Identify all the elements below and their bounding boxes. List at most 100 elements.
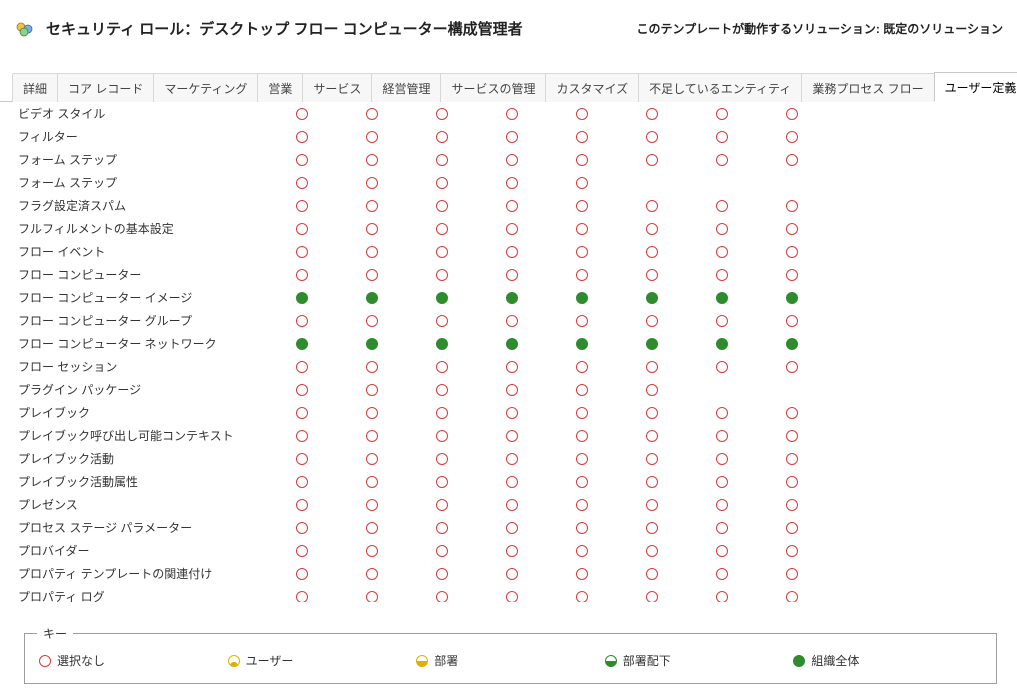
priv-cell[interactable]	[407, 447, 477, 470]
priv-cell[interactable]	[547, 562, 617, 585]
priv-cell[interactable]	[267, 401, 337, 424]
priv-cell[interactable]	[617, 562, 687, 585]
priv-cell[interactable]	[337, 447, 407, 470]
priv-cell[interactable]	[757, 148, 827, 171]
priv-cell[interactable]	[547, 332, 617, 355]
entity-name-cell[interactable]: プレイブック活動属性	[12, 470, 267, 493]
priv-cell[interactable]	[337, 424, 407, 447]
priv-cell[interactable]	[477, 355, 547, 378]
priv-cell[interactable]	[757, 470, 827, 493]
priv-cell[interactable]	[477, 539, 547, 562]
priv-cell[interactable]	[617, 286, 687, 309]
priv-cell[interactable]	[267, 424, 337, 447]
priv-cell[interactable]	[547, 194, 617, 217]
priv-cell[interactable]	[407, 286, 477, 309]
priv-cell[interactable]	[407, 401, 477, 424]
priv-cell[interactable]	[687, 516, 757, 539]
entity-name-cell[interactable]: プレイブック	[12, 401, 267, 424]
entity-name-cell[interactable]: フォーム ステップ	[12, 171, 267, 194]
priv-cell[interactable]	[547, 240, 617, 263]
priv-cell[interactable]	[477, 148, 547, 171]
priv-cell[interactable]	[757, 378, 827, 401]
priv-cell[interactable]	[547, 424, 617, 447]
priv-cell[interactable]	[407, 378, 477, 401]
priv-cell[interactable]	[617, 539, 687, 562]
priv-cell[interactable]	[407, 263, 477, 286]
priv-cell[interactable]	[477, 424, 547, 447]
priv-cell[interactable]	[757, 240, 827, 263]
entity-name-cell[interactable]: プラグイン パッケージ	[12, 378, 267, 401]
priv-cell[interactable]	[617, 493, 687, 516]
entity-name-cell[interactable]: フロー コンピューター ネットワーク	[12, 332, 267, 355]
entity-name-cell[interactable]: フルフィルメントの基本設定	[12, 217, 267, 240]
priv-cell[interactable]	[477, 493, 547, 516]
tab-marketing[interactable]: マーケティング	[153, 73, 258, 102]
priv-cell[interactable]	[757, 309, 827, 332]
priv-cell[interactable]	[407, 148, 477, 171]
priv-cell[interactable]	[687, 240, 757, 263]
priv-cell[interactable]	[337, 286, 407, 309]
priv-cell[interactable]	[267, 470, 337, 493]
privilege-grid-scroll[interactable]: ビデオ スタイルフィルターフォーム ステップフォーム ステップフラグ設定済スパム…	[12, 102, 1011, 602]
priv-cell[interactable]	[267, 309, 337, 332]
priv-cell[interactable]	[687, 125, 757, 148]
priv-cell[interactable]	[407, 424, 477, 447]
priv-cell[interactable]	[547, 286, 617, 309]
priv-cell[interactable]	[687, 493, 757, 516]
priv-cell[interactable]	[477, 125, 547, 148]
tab-custom[interactable]: ユーザー定義エンティティ	[934, 72, 1017, 102]
priv-cell[interactable]	[267, 171, 337, 194]
priv-cell[interactable]	[337, 401, 407, 424]
priv-cell[interactable]	[477, 194, 547, 217]
priv-cell[interactable]	[337, 470, 407, 493]
priv-cell[interactable]	[617, 148, 687, 171]
priv-cell[interactable]	[687, 539, 757, 562]
priv-cell[interactable]	[337, 102, 407, 125]
priv-cell[interactable]	[687, 447, 757, 470]
priv-cell[interactable]	[757, 424, 827, 447]
tab-core[interactable]: コア レコード	[57, 73, 154, 102]
priv-cell[interactable]	[687, 401, 757, 424]
priv-cell[interactable]	[617, 470, 687, 493]
priv-cell[interactable]	[337, 539, 407, 562]
entity-name-cell[interactable]: フロー イベント	[12, 240, 267, 263]
priv-cell[interactable]	[477, 401, 547, 424]
entity-name-cell[interactable]: フロー コンピューター グループ	[12, 309, 267, 332]
priv-cell[interactable]	[757, 332, 827, 355]
priv-cell[interactable]	[687, 355, 757, 378]
priv-cell[interactable]	[757, 194, 827, 217]
priv-cell[interactable]	[337, 240, 407, 263]
priv-cell[interactable]	[407, 355, 477, 378]
entity-name-cell[interactable]: フロー コンピューター イメージ	[12, 286, 267, 309]
priv-cell[interactable]	[687, 171, 757, 194]
priv-cell[interactable]	[477, 102, 547, 125]
tab-bizmgmt[interactable]: 経営管理	[371, 73, 441, 102]
priv-cell[interactable]	[547, 309, 617, 332]
priv-cell[interactable]	[617, 516, 687, 539]
priv-cell[interactable]	[267, 125, 337, 148]
priv-cell[interactable]	[547, 217, 617, 240]
priv-cell[interactable]	[687, 309, 757, 332]
priv-cell[interactable]	[337, 148, 407, 171]
priv-cell[interactable]	[407, 240, 477, 263]
tab-svcmgmt[interactable]: サービスの管理	[440, 73, 546, 102]
priv-cell[interactable]	[267, 102, 337, 125]
entity-name-cell[interactable]: プロパティ テンプレートの関連付け	[12, 562, 267, 585]
entity-name-cell[interactable]: プレイブック呼び出し可能コンテキスト	[12, 424, 267, 447]
entity-name-cell[interactable]: プロパティ ログ	[12, 585, 267, 602]
entity-name-cell[interactable]: フォーム ステップ	[12, 148, 267, 171]
priv-cell[interactable]	[267, 378, 337, 401]
priv-cell[interactable]	[337, 263, 407, 286]
priv-cell[interactable]	[547, 470, 617, 493]
priv-cell[interactable]	[757, 562, 827, 585]
priv-cell[interactable]	[407, 585, 477, 602]
priv-cell[interactable]	[337, 562, 407, 585]
priv-cell[interactable]	[267, 217, 337, 240]
priv-cell[interactable]	[687, 424, 757, 447]
priv-cell[interactable]	[267, 286, 337, 309]
priv-cell[interactable]	[617, 125, 687, 148]
priv-cell[interactable]	[757, 286, 827, 309]
priv-cell[interactable]	[267, 562, 337, 585]
priv-cell[interactable]	[337, 332, 407, 355]
tab-details[interactable]: 詳細	[12, 73, 58, 102]
